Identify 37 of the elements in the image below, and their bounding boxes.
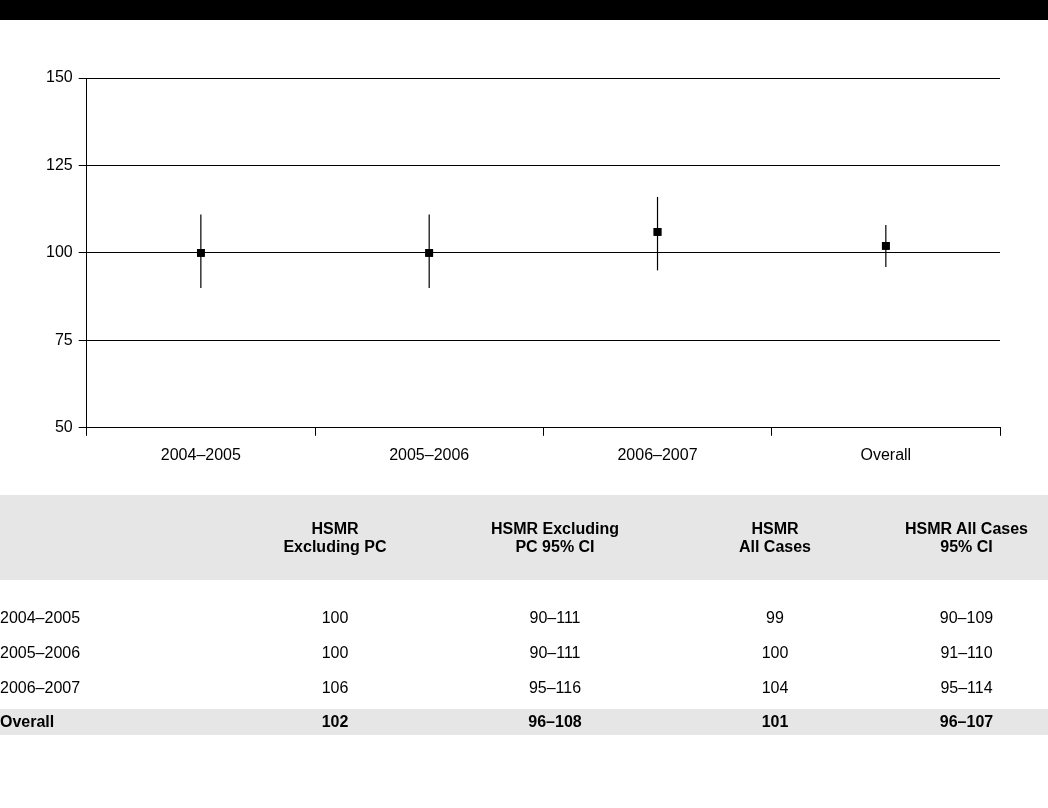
text: 95–116	[527, 678, 583, 697]
text: 100	[760, 643, 790, 662]
point	[881, 242, 890, 250]
y-tick-label: 150	[45, 68, 73, 86]
x-tick-label: 2005–2006	[389, 445, 470, 463]
text: HSMR All Cases	[737, 519, 812, 556]
text: 2006–2007	[0, 678, 82, 697]
text: 2004–2005	[0, 608, 82, 627]
text: 106	[320, 678, 350, 697]
y-tick-label: 75	[54, 330, 73, 348]
text: HSMR All Cases 95% CI	[904, 519, 1029, 556]
text: 90–109	[938, 608, 995, 627]
y-tick-label: 100	[45, 243, 73, 261]
text: HSMR Excluding PC	[282, 519, 388, 556]
y-tick-label: 125	[45, 155, 73, 173]
point	[653, 228, 662, 236]
text: 96–107	[938, 713, 995, 731]
text: 102	[320, 713, 350, 731]
text: 100	[320, 643, 350, 662]
y-tick-label: 50	[54, 418, 73, 436]
text: 100	[320, 608, 350, 627]
x-tick-label: 2006–2007	[617, 445, 698, 463]
point	[196, 249, 205, 257]
text: 2005–2006	[0, 643, 82, 662]
text: 91–110	[939, 643, 994, 662]
x-tick-label: Overall	[860, 445, 912, 463]
text: 95–114	[939, 678, 994, 697]
text: 104	[760, 678, 790, 697]
text: HSMR Excluding PC 95% CI	[490, 519, 620, 556]
text: 96–108	[527, 713, 583, 731]
text: 99	[765, 608, 785, 627]
text: 90–111	[528, 643, 582, 662]
text: 90–111	[528, 608, 582, 627]
text: 101	[760, 713, 790, 731]
point	[425, 249, 434, 257]
text: Overall	[0, 713, 56, 731]
x-tick-label: 2004–2005	[160, 445, 241, 463]
